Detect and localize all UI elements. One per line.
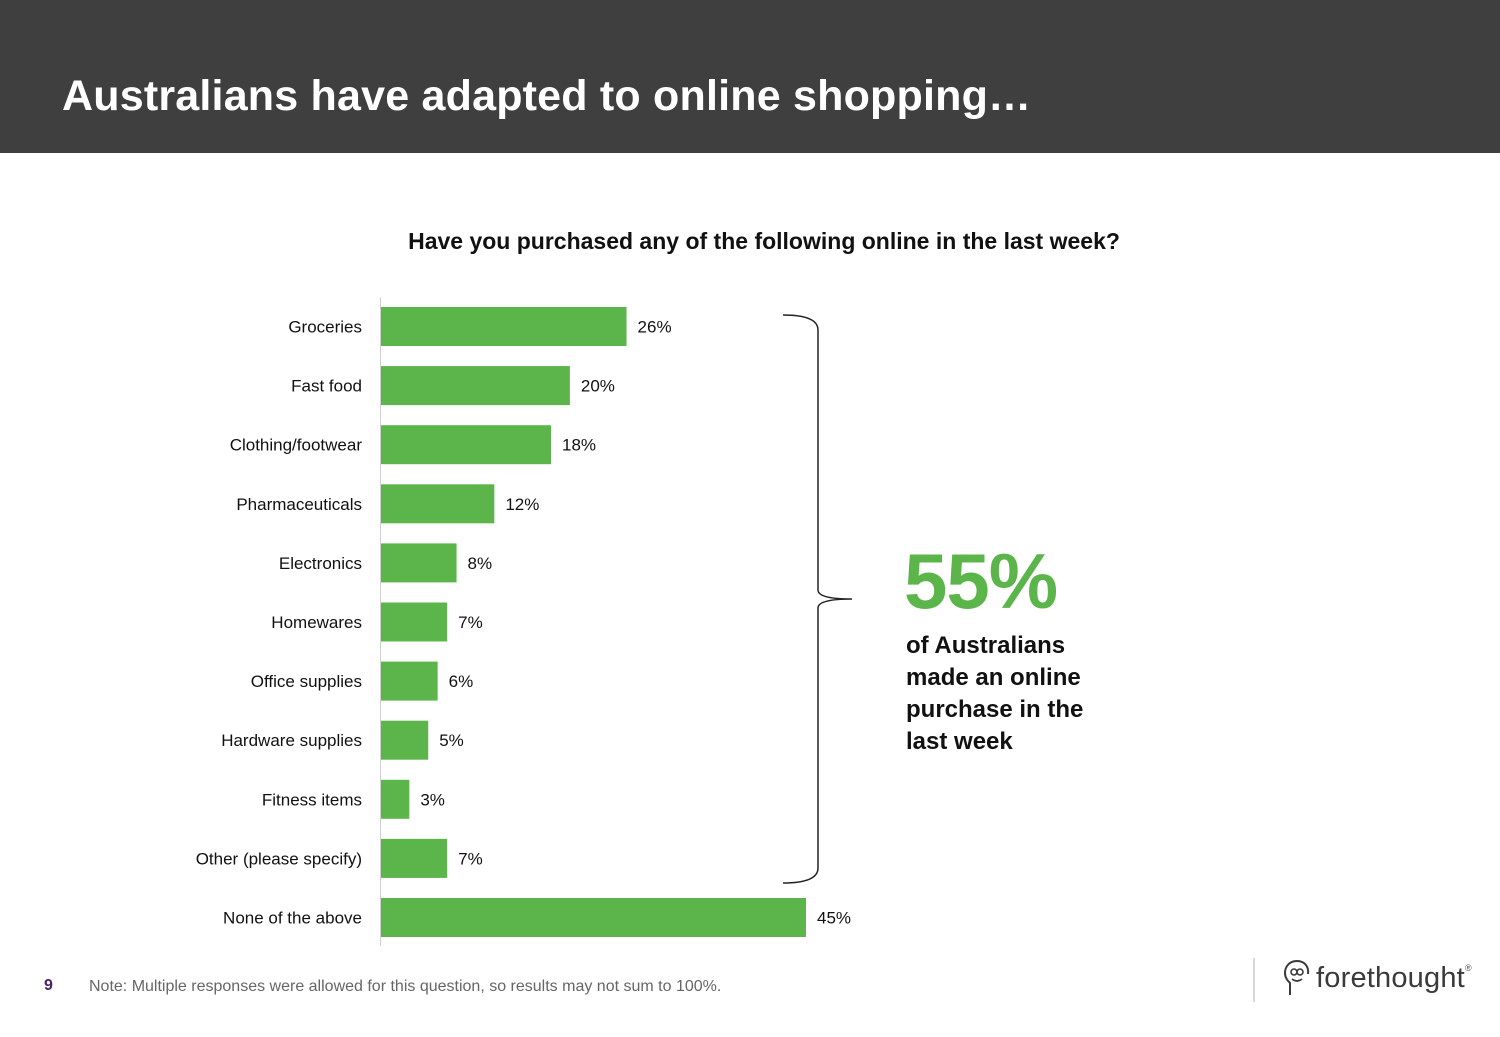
bar [381, 720, 429, 760]
page-number: 9 [44, 977, 53, 994]
value-label: 7% [458, 613, 483, 632]
category-label: Hardware supplies [221, 731, 362, 750]
category-label: Electronics [279, 554, 362, 573]
category-label: Homewares [271, 613, 362, 632]
callout-text: of Australians made an online purchase i… [906, 632, 1084, 755]
category-label: Fitness items [262, 790, 362, 809]
bar [381, 543, 457, 583]
category-label: Pharmaceuticals [236, 495, 362, 514]
value-label: 26% [638, 318, 672, 337]
category-label: Clothing/footwear [230, 436, 363, 455]
category-label: Groceries [288, 318, 362, 337]
bar [381, 838, 448, 878]
bar [381, 307, 627, 346]
category-label: Office supplies [251, 672, 362, 691]
chart-question: Have you purchased any of the following … [408, 228, 1120, 254]
value-label: 45% [817, 909, 851, 928]
value-label: 6% [449, 672, 474, 691]
slide-header: Australians have adapted to online shopp… [0, 0, 1500, 153]
logo-registered-mark: ® [1464, 963, 1472, 973]
value-label: 20% [581, 377, 615, 396]
value-label: 7% [458, 849, 483, 868]
bar [381, 366, 570, 406]
logo-divider [1253, 958, 1255, 1002]
bar [381, 779, 410, 819]
category-label: None of the above [223, 909, 362, 928]
category-label: Other (please specify) [196, 849, 362, 868]
bar [381, 898, 806, 937]
forethought-logo: forethought ® [1282, 956, 1472, 1000]
logo-text: forethought [1316, 961, 1465, 994]
bar [381, 425, 551, 465]
value-label: 3% [420, 790, 445, 809]
bar [381, 602, 448, 642]
slide-title: Australians have adapted to online shopp… [62, 72, 1032, 120]
bar [381, 484, 495, 524]
head-icon [1283, 960, 1310, 995]
bar [381, 661, 438, 701]
group-bracket [782, 314, 853, 884]
value-label: 12% [505, 495, 539, 514]
value-label: 18% [562, 436, 596, 455]
value-label: 5% [439, 731, 464, 750]
footer-note: Note: Multiple responses were allowed fo… [89, 978, 722, 995]
callout-percent: 55% [904, 537, 1058, 625]
value-label: 8% [468, 554, 493, 573]
category-label: Fast food [291, 377, 362, 396]
